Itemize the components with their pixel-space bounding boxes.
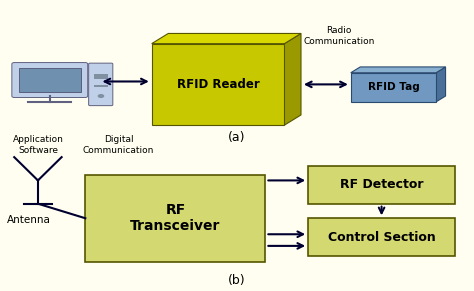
FancyBboxPatch shape (308, 166, 455, 204)
Text: RFID Reader: RFID Reader (177, 78, 259, 91)
FancyBboxPatch shape (89, 63, 113, 106)
Polygon shape (284, 33, 301, 125)
Text: Antenna: Antenna (7, 215, 50, 225)
FancyBboxPatch shape (308, 218, 455, 256)
Polygon shape (436, 67, 446, 102)
Text: (b): (b) (228, 274, 246, 287)
FancyBboxPatch shape (12, 63, 88, 97)
FancyBboxPatch shape (85, 175, 265, 262)
Text: Control Section: Control Section (328, 231, 436, 244)
FancyBboxPatch shape (19, 68, 81, 92)
Text: RFID Tag: RFID Tag (367, 82, 419, 92)
Text: RF Detector: RF Detector (340, 178, 423, 191)
Text: Digital
Communication: Digital Communication (83, 135, 154, 155)
Polygon shape (351, 73, 436, 102)
Bar (94, 85, 108, 87)
Text: Radio
Communication: Radio Communication (303, 26, 374, 46)
Bar (94, 74, 108, 79)
Polygon shape (152, 33, 301, 44)
Circle shape (98, 94, 104, 98)
Text: RF
Transceiver: RF Transceiver (130, 203, 220, 233)
Text: (a): (a) (228, 131, 246, 144)
Polygon shape (351, 67, 446, 73)
Text: Application
Software: Application Software (12, 135, 64, 155)
Polygon shape (152, 44, 284, 125)
